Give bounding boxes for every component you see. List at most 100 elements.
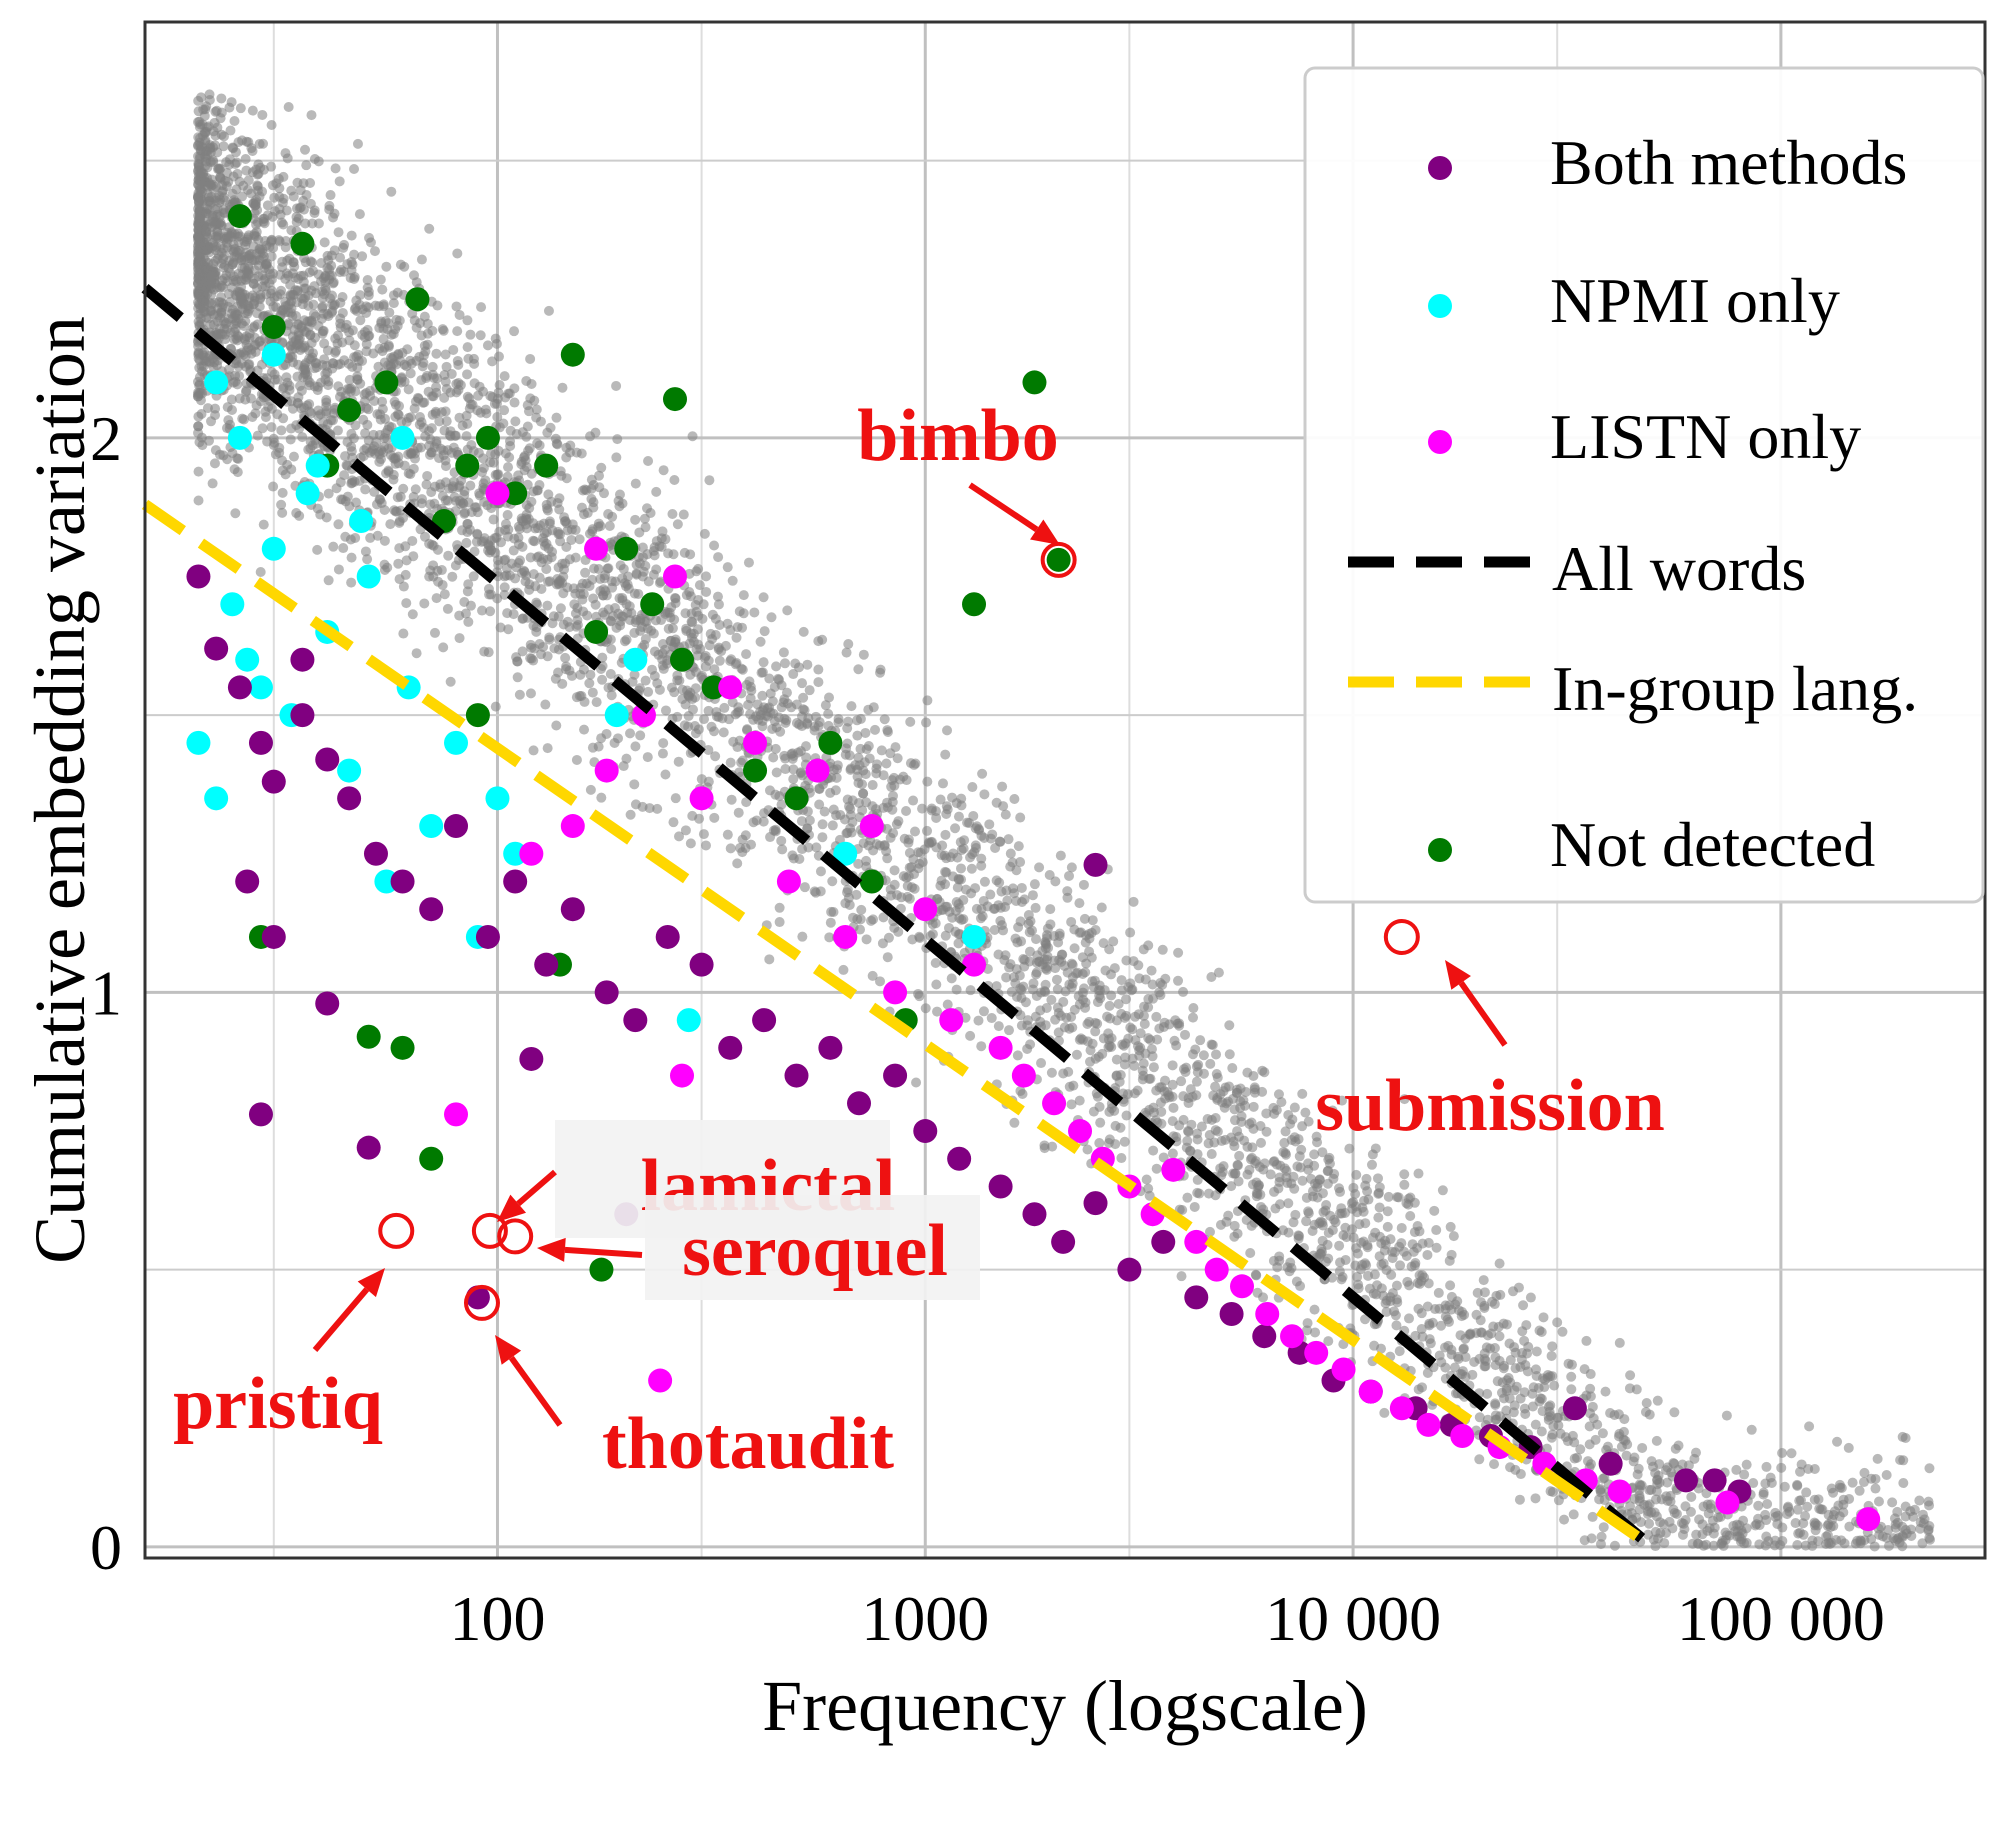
background-point: [580, 485, 590, 495]
background-point: [222, 232, 232, 242]
background-point: [1094, 1138, 1104, 1148]
background-point: [237, 414, 247, 424]
background-point: [1519, 1336, 1529, 1346]
background-point: [1489, 1459, 1499, 1469]
background-point: [1844, 1522, 1854, 1532]
background-point: [481, 405, 491, 415]
background-point: [701, 571, 711, 581]
background-point: [554, 493, 564, 503]
background-point: [1134, 973, 1144, 983]
background-point: [216, 93, 226, 103]
background-point: [1839, 1495, 1849, 1505]
background-point: [479, 463, 489, 473]
background-point: [967, 782, 977, 792]
background-point: [1473, 1288, 1483, 1298]
background-point: [208, 180, 218, 190]
background-point: [1870, 1541, 1880, 1551]
background-point: [557, 383, 567, 393]
background-point: [853, 664, 863, 674]
background-point: [959, 844, 969, 854]
background-point: [1066, 917, 1076, 927]
background-point: [994, 1021, 1004, 1031]
background-point: [643, 752, 653, 762]
background-point: [748, 817, 758, 827]
background-point: [876, 665, 886, 675]
background-point: [1419, 1273, 1429, 1283]
background-point: [1407, 1262, 1417, 1272]
background-point: [1661, 1528, 1671, 1538]
background-point: [240, 237, 250, 247]
background-point: [634, 527, 644, 537]
background-point: [862, 934, 872, 944]
background-point: [338, 243, 348, 253]
background-point: [1391, 1310, 1401, 1320]
background-point: [360, 428, 370, 438]
background-point: [1392, 1294, 1402, 1304]
background-point: [431, 407, 441, 417]
background-point: [596, 521, 606, 531]
background-point: [229, 171, 239, 181]
background-point: [461, 538, 471, 548]
background-point: [253, 431, 263, 441]
background-point: [955, 903, 965, 913]
background-point: [324, 201, 334, 211]
background-point: [529, 745, 539, 755]
background-point: [577, 449, 587, 459]
background-point: [660, 769, 670, 779]
background-point: [462, 315, 472, 325]
background-point: [1273, 1183, 1283, 1193]
background-point: [197, 433, 207, 443]
background-point: [230, 508, 240, 518]
background-point: [1739, 1538, 1749, 1548]
background-point: [1528, 1401, 1538, 1411]
background-point: [333, 519, 343, 529]
background-point: [882, 853, 892, 863]
background-point: [1454, 1354, 1464, 1364]
background-point: [1143, 940, 1153, 950]
background-point: [1422, 1250, 1432, 1260]
background-point: [520, 451, 530, 461]
background-point: [1870, 1484, 1880, 1494]
background-point: [1629, 1453, 1639, 1463]
background-point: [980, 877, 990, 887]
background-point: [1000, 902, 1010, 912]
background-point: [1901, 1502, 1911, 1512]
background-point: [579, 589, 589, 599]
background-point: [380, 505, 390, 515]
background-point: [438, 642, 448, 652]
background-point: [278, 488, 288, 498]
background-point: [458, 420, 468, 430]
background-point: [295, 381, 305, 391]
background-point: [559, 512, 569, 522]
background-point: [815, 717, 825, 727]
background-point: [655, 685, 665, 695]
background-point: [194, 495, 204, 505]
background-point: [910, 884, 920, 894]
background-point: [1010, 934, 1020, 944]
background-point: [233, 310, 243, 320]
background-point: [611, 381, 621, 391]
background-point: [267, 120, 277, 130]
background-point: [241, 154, 251, 164]
background-point: [1290, 1132, 1300, 1142]
background-point: [842, 648, 852, 658]
background-point: [1034, 862, 1044, 872]
background-point: [1026, 916, 1036, 926]
background-point: [443, 496, 453, 506]
background-point: [658, 738, 668, 748]
background-point: [286, 186, 296, 196]
background-point: [268, 482, 278, 492]
background-point: [1625, 1370, 1635, 1380]
background-point: [1898, 1455, 1908, 1465]
background-point: [691, 600, 701, 610]
background-point: [518, 516, 528, 526]
background-point: [303, 316, 313, 326]
background-point: [661, 705, 671, 715]
background-point: [194, 320, 204, 330]
background-point: [669, 475, 679, 485]
background-point: [395, 315, 405, 325]
background-point: [1225, 1049, 1235, 1059]
background-point: [1509, 1342, 1519, 1352]
background-point: [1104, 944, 1114, 954]
background-point: [745, 709, 755, 719]
